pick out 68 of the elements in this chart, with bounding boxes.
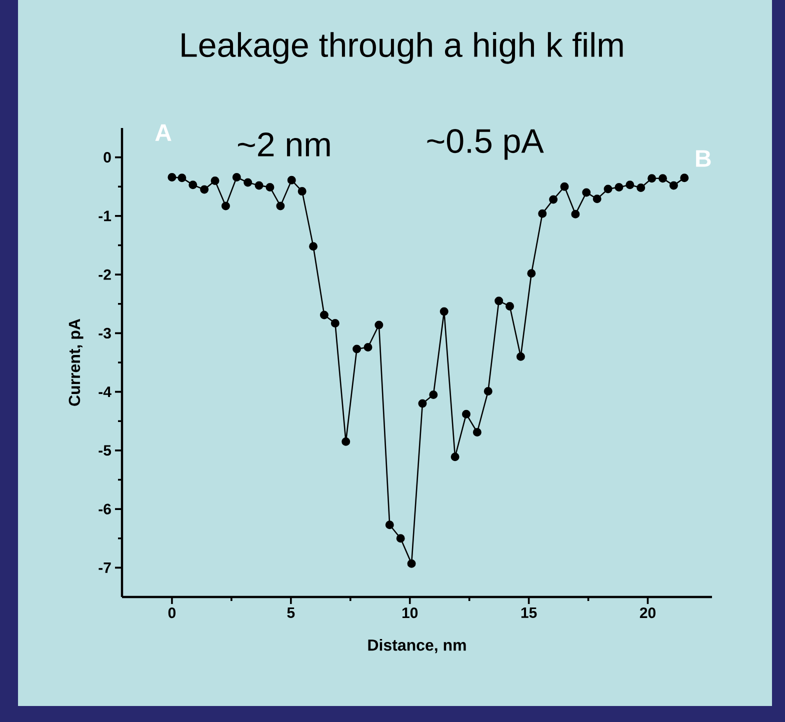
x-tick-label: 5 <box>287 608 295 618</box>
point <box>320 310 328 320</box>
y-tick-label: -7 <box>98 562 111 573</box>
chart-title: Leakage through a high k film <box>182 32 623 64</box>
y-tick-label: -4 <box>98 386 112 397</box>
point <box>604 184 612 194</box>
y-axis-title: Current, pA <box>68 318 84 406</box>
point <box>429 390 438 399</box>
point <box>669 181 678 190</box>
point <box>648 174 656 183</box>
point <box>309 242 318 251</box>
y-tick-label: 0 <box>104 152 111 163</box>
x-tick-label: 0 <box>168 608 176 618</box>
point <box>560 182 569 191</box>
point <box>168 172 176 182</box>
y-tick-label: -2 <box>98 269 111 280</box>
point <box>472 428 482 436</box>
point <box>582 188 591 197</box>
point <box>232 172 241 182</box>
point <box>680 174 689 182</box>
point <box>287 176 296 184</box>
point <box>538 209 547 218</box>
x-tick-label: 10 <box>402 608 418 618</box>
point <box>516 352 525 361</box>
point <box>462 410 470 418</box>
y-tick-label: -1 <box>98 210 112 222</box>
point <box>266 182 274 192</box>
point <box>549 195 558 204</box>
x-tick-label: 15 <box>521 608 537 618</box>
point <box>440 307 448 316</box>
point <box>200 185 209 194</box>
point <box>407 559 416 568</box>
x-axis-title: Distance, nm <box>368 639 466 654</box>
point <box>342 437 350 446</box>
point <box>178 174 186 182</box>
annotation: A <box>155 124 172 141</box>
point <box>352 344 362 354</box>
point <box>494 296 504 306</box>
point <box>244 178 252 187</box>
annotation: ~2 nm <box>238 132 330 156</box>
point <box>450 452 460 462</box>
point <box>626 180 634 190</box>
point <box>484 386 492 396</box>
point <box>298 187 306 196</box>
point <box>254 181 264 190</box>
point <box>210 176 220 186</box>
point <box>188 180 198 190</box>
point <box>374 320 384 330</box>
point <box>506 302 514 310</box>
point <box>221 202 230 210</box>
annotation: ~0.5 pA <box>427 129 544 160</box>
point <box>276 202 285 210</box>
point <box>571 210 580 218</box>
x-tick-label: 20 <box>640 608 656 618</box>
point <box>658 174 668 183</box>
annotation: B <box>696 150 711 167</box>
point <box>636 184 646 192</box>
point <box>364 342 372 352</box>
y-tick-label: -3 <box>98 328 111 338</box>
point <box>592 194 602 204</box>
point <box>396 534 405 543</box>
point <box>418 399 427 408</box>
point <box>330 318 340 328</box>
point <box>385 520 394 530</box>
point <box>527 269 536 278</box>
y-tick-label: -5 <box>98 445 112 456</box>
point <box>614 182 624 192</box>
y-tick-label: -6 <box>98 504 111 514</box>
